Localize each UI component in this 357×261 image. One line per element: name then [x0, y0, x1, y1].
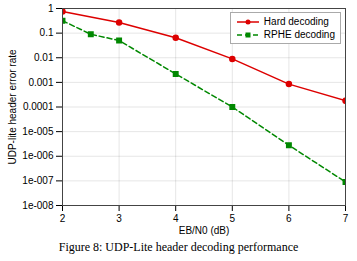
- svg-text:7: 7: [343, 213, 349, 224]
- svg-text:0.01: 0.01: [34, 52, 54, 63]
- svg-text:3: 3: [116, 213, 122, 224]
- html-text:RPHE decoding: RPHE decoding: [263, 29, 335, 40]
- svg-text:0.0001: 0.0001: [23, 101, 54, 112]
- svg-text:1e-008: 1e-008: [22, 200, 54, 211]
- svg-text:4: 4: [173, 213, 179, 224]
- svg-text:0.001: 0.001: [28, 77, 53, 88]
- svg-text:0.1: 0.1: [40, 27, 54, 38]
- html-text:Figure 8: UDP-Lite header deco: Figure 8: UDP-Lite header decoding perfo…: [58, 240, 299, 254]
- svg-text:2: 2: [60, 213, 66, 224]
- svg-text:1e-006: 1e-006: [22, 150, 54, 161]
- html-text:Hard decoding: Hard decoding: [263, 16, 329, 27]
- svg-text:1e-005: 1e-005: [22, 126, 54, 137]
- svg-text:1e-007: 1e-007: [22, 175, 54, 186]
- svg-text:5: 5: [230, 213, 236, 224]
- svg-text:6: 6: [286, 213, 292, 224]
- svg-text:1: 1: [48, 3, 54, 14]
- svg-text:EB/N0 (dB): EB/N0 (dB): [179, 225, 230, 236]
- svg-text:UDP-lite header error rate: UDP-lite header error rate: [7, 49, 18, 164]
